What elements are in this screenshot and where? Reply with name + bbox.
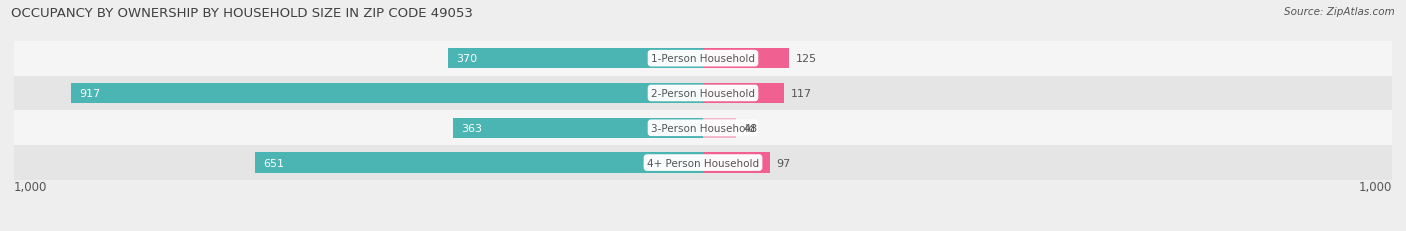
Text: 370: 370 (457, 54, 478, 64)
Bar (703, 118, 737, 138)
Text: 363: 363 (461, 123, 482, 133)
Text: 117: 117 (790, 88, 811, 99)
Text: 48: 48 (742, 123, 758, 133)
Text: OCCUPANCY BY OWNERSHIP BY HOUSEHOLD SIZE IN ZIP CODE 49053: OCCUPANCY BY OWNERSHIP BY HOUSEHOLD SIZE… (11, 7, 474, 20)
Bar (254, 153, 703, 173)
Text: 651: 651 (263, 158, 284, 168)
Text: 4+ Person Household: 4+ Person Household (647, 158, 759, 168)
Text: 1,000: 1,000 (1358, 180, 1392, 193)
Bar (72, 84, 703, 104)
Text: 2-Person Household: 2-Person Household (651, 88, 755, 99)
Bar (14, 111, 1392, 146)
Text: Source: ZipAtlas.com: Source: ZipAtlas.com (1284, 7, 1395, 17)
Bar (703, 84, 783, 104)
Bar (14, 42, 1392, 76)
Bar (703, 49, 789, 69)
Bar (14, 76, 1392, 111)
Text: 1-Person Household: 1-Person Household (651, 54, 755, 64)
Bar (703, 153, 770, 173)
Bar (14, 146, 1392, 180)
Bar (449, 49, 703, 69)
Text: 917: 917 (80, 88, 101, 99)
Text: 125: 125 (796, 54, 817, 64)
Text: 1,000: 1,000 (14, 180, 48, 193)
Bar (453, 118, 703, 138)
Text: 97: 97 (776, 158, 792, 168)
Text: 3-Person Household: 3-Person Household (651, 123, 755, 133)
